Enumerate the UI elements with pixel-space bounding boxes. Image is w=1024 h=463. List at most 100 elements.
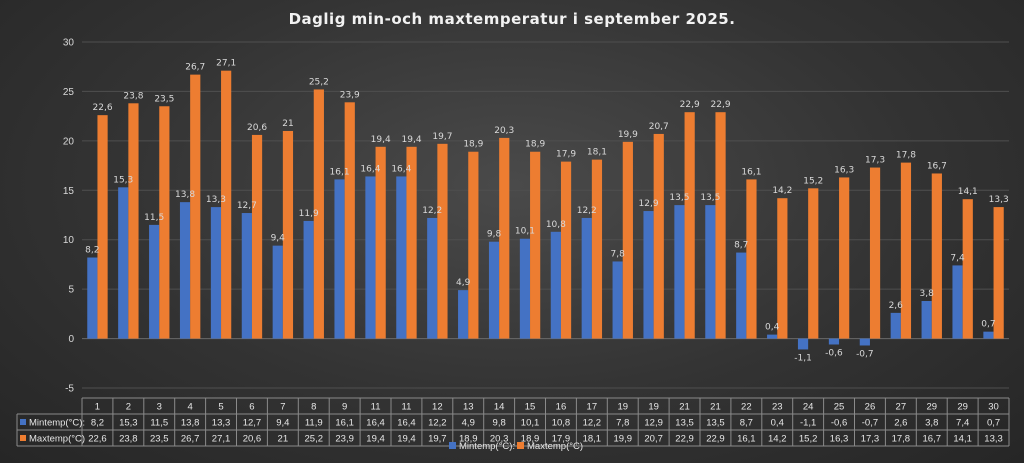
table-cell-maxtemp: 20,7 <box>644 434 663 445</box>
label-mintemp: 7,8 <box>610 249 625 259</box>
table-cell-maxtemp: 18,9 <box>459 434 478 445</box>
bar-mintemp <box>149 224 160 339</box>
table-cell-mintemp: 8,2 <box>91 418 104 429</box>
label-maxtemp: 19,7 <box>432 132 452 142</box>
label-mintemp: 16,1 <box>330 167 350 177</box>
bar-maxtemp <box>591 159 603 339</box>
label-maxtemp: 21 <box>282 119 293 129</box>
table-cell-maxtemp: 22,6 <box>88 434 107 445</box>
bar-maxtemp <box>437 143 448 339</box>
x-tick-label: 11 <box>402 402 412 413</box>
label-maxtemp: 20,6 <box>247 123 267 133</box>
table-cell-mintemp: 13,5 <box>706 418 725 429</box>
label-mintemp: -1,1 <box>794 353 812 363</box>
legend-label-maxtemp: Maxtemp(°C) <box>527 441 583 452</box>
x-tick-label: 19 <box>648 402 659 413</box>
label-mintemp: 13,5 <box>700 193 720 203</box>
table-cell-maxtemp: 20,3 <box>490 434 509 445</box>
bar-mintemp <box>210 207 222 339</box>
bar-maxtemp <box>962 199 973 339</box>
label-mintemp: 13,8 <box>175 190 195 200</box>
bar-mintemp <box>87 257 98 339</box>
label-mintemp: 16,4 <box>360 164 380 174</box>
label-mintemp: 0,7 <box>981 320 995 330</box>
label-mintemp: 16,4 <box>391 164 411 174</box>
bar-mintemp <box>643 211 654 339</box>
label-mintemp: 15,3 <box>113 175 133 185</box>
label-maxtemp: 17,9 <box>556 150 576 160</box>
bar-mintemp <box>488 241 500 339</box>
x-tick-label: 7 <box>280 402 285 413</box>
bar-mintemp <box>736 252 747 339</box>
bar-mintemp <box>921 301 932 339</box>
label-maxtemp: 19,4 <box>402 135 422 145</box>
bar-maxtemp <box>931 173 942 339</box>
bar-maxtemp <box>993 207 1004 339</box>
table-cell-maxtemp: 15,2 <box>799 434 818 445</box>
bar-mintemp <box>334 179 345 339</box>
bar-maxtemp <box>869 167 881 339</box>
bar-mintemp <box>396 176 407 339</box>
bar-maxtemp <box>282 130 294 339</box>
bar-maxtemp <box>251 134 263 339</box>
label-maxtemp: 25,2 <box>309 77 329 87</box>
x-tick-label: 15 <box>525 402 536 413</box>
label-maxtemp: 20,7 <box>649 122 669 132</box>
label-maxtemp: 27,1 <box>216 59 236 69</box>
y-tick-label: 25 <box>63 87 75 98</box>
label-maxtemp: 15,2 <box>803 176 823 186</box>
table-cell-maxtemp: 17,9 <box>552 434 571 445</box>
label-maxtemp: 22,9 <box>711 100 731 110</box>
bar-mintemp <box>828 338 840 345</box>
table-cell-maxtemp: 21 <box>278 434 289 445</box>
x-tick-label: 5 <box>218 402 223 413</box>
table-row-header-maxtemp: Maxtemp(°C) <box>29 434 85 445</box>
table-cell-mintemp: 7,4 <box>956 418 969 429</box>
label-mintemp: 4,9 <box>456 278 471 288</box>
bar-mintemp <box>983 331 994 339</box>
label-mintemp: -0,6 <box>825 349 843 359</box>
table-cell-mintemp: 16,4 <box>397 418 416 429</box>
bar-maxtemp <box>839 177 850 339</box>
x-tick-label: 2 <box>126 402 131 413</box>
bar-mintemp <box>118 187 129 339</box>
x-tick-label: 19 <box>617 402 628 413</box>
bar-mintemp <box>859 338 870 346</box>
bar-mintemp <box>705 205 716 339</box>
label-mintemp: 11,5 <box>144 213 164 223</box>
table-cell-maxtemp: 14,1 <box>953 434 972 445</box>
table-cell-mintemp: 0,4 <box>771 418 784 429</box>
bar-mintemp <box>458 290 469 339</box>
bar-maxtemp <box>900 162 912 339</box>
y-tick-label: 30 <box>63 38 75 49</box>
bar-maxtemp <box>808 188 819 339</box>
label-maxtemp: 16,1 <box>741 167 761 177</box>
label-maxtemp: 17,8 <box>896 151 916 161</box>
bar-mintemp <box>179 202 191 339</box>
label-mintemp: 8,2 <box>85 246 99 256</box>
bar-maxtemp <box>653 133 664 339</box>
table-cell-mintemp: 12,2 <box>428 418 447 429</box>
table-cell-mintemp: 13,8 <box>181 418 200 429</box>
x-tick-label: 29 <box>926 402 937 413</box>
label-maxtemp: 14,2 <box>772 186 792 196</box>
table-cell-maxtemp: 13,3 <box>984 434 1003 445</box>
x-tick-label: 4 <box>188 402 193 413</box>
table-cell-mintemp: 10,8 <box>552 418 571 429</box>
label-mintemp: 13,3 <box>206 195 226 205</box>
bar-mintemp <box>550 231 561 339</box>
data-labels: 8,2 22,6 15,3 23,8 11,5 23,5 13,8 26,7 13,3 27,1 1… <box>85 59 1008 364</box>
legend-swatch-mintemp <box>449 442 456 449</box>
label-maxtemp: 26,7 <box>185 63 205 73</box>
table-cell-maxtemp: 22,9 <box>706 434 725 445</box>
label-maxtemp: 18,9 <box>463 140 483 150</box>
x-tick-label: 11 <box>371 402 381 413</box>
x-tick-label: 8 <box>311 402 316 413</box>
bar-maxtemp <box>777 198 788 339</box>
label-mintemp: 2,6 <box>889 301 904 311</box>
label-maxtemp: 13,3 <box>989 195 1009 205</box>
table-cell-maxtemp: 20,6 <box>243 434 262 445</box>
label-maxtemp: 18,9 <box>525 140 545 150</box>
table-cell-mintemp: 9,4 <box>276 418 289 429</box>
label-maxtemp: 23,9 <box>340 90 360 100</box>
